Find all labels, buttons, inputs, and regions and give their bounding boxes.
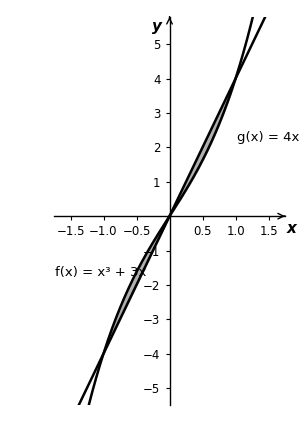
Text: g(x) = 4x: g(x) = 4x bbox=[237, 131, 299, 144]
Text: x: x bbox=[286, 221, 296, 235]
Text: y: y bbox=[152, 19, 162, 34]
Text: f(x) = x³ + 3x: f(x) = x³ + 3x bbox=[55, 266, 147, 279]
